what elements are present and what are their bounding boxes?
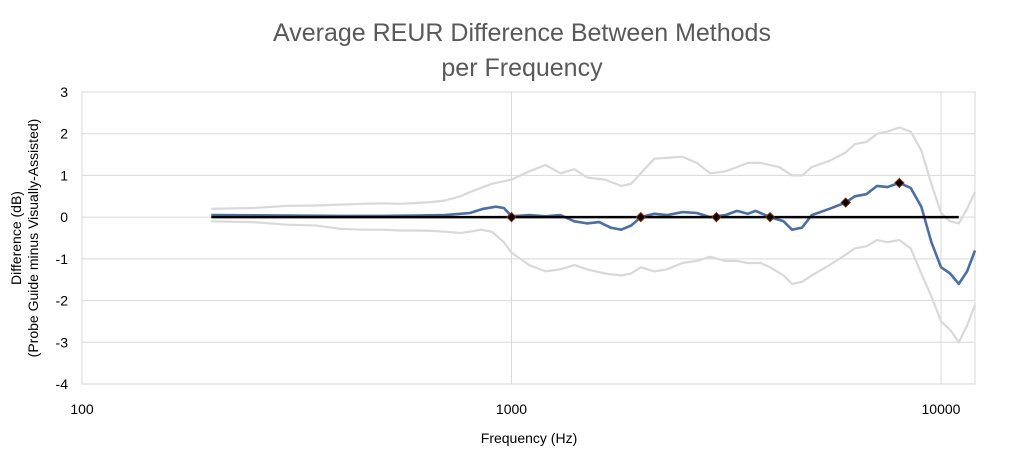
x-axis-label: Frequency (Hz): [481, 430, 577, 446]
series-group: [211, 126, 977, 344]
y-tick-label: 3: [60, 84, 68, 100]
y-tick-label: -4: [56, 376, 69, 392]
plot-area-border: [81, 91, 976, 385]
y-tick-label: -3: [56, 334, 69, 350]
mean-line: [211, 181, 977, 286]
y-tick-label: -1: [56, 251, 69, 267]
x-tick-label: 100: [70, 401, 94, 417]
chart-title-line-1: Average REUR Difference Between Methods: [273, 19, 771, 47]
y-tick-label: -2: [56, 293, 69, 309]
markers-group: [506, 177, 905, 223]
data-marker: [840, 197, 851, 208]
y-tick-label: 1: [60, 167, 68, 183]
chart-title-line-2: per Frequency: [441, 54, 603, 82]
y-tick-label: 0: [60, 209, 68, 225]
y-axis-label-line-2: (Probe Guide minus Visually-Assisted): [25, 119, 41, 358]
lower-bound-line: [211, 220, 977, 344]
x-tick-label: 1000: [496, 401, 527, 417]
y-tick-label: 2: [60, 126, 68, 142]
upper-bound-line: [211, 126, 976, 225]
y-tick-labels: 3 2 1 0 -1 -2 -3 -4: [56, 84, 69, 392]
data-marker: [764, 211, 776, 223]
data-marker: [635, 211, 646, 223]
data-marker: [506, 211, 517, 223]
data-marker: [711, 211, 722, 223]
gridlines: [81, 91, 975, 385]
x-tick-label: 10000: [922, 401, 961, 417]
data-marker: [894, 177, 905, 189]
x-tick-labels: 100 1000 10000: [70, 401, 960, 417]
y-axis-label-line-1: Difference (dB): [8, 191, 24, 285]
